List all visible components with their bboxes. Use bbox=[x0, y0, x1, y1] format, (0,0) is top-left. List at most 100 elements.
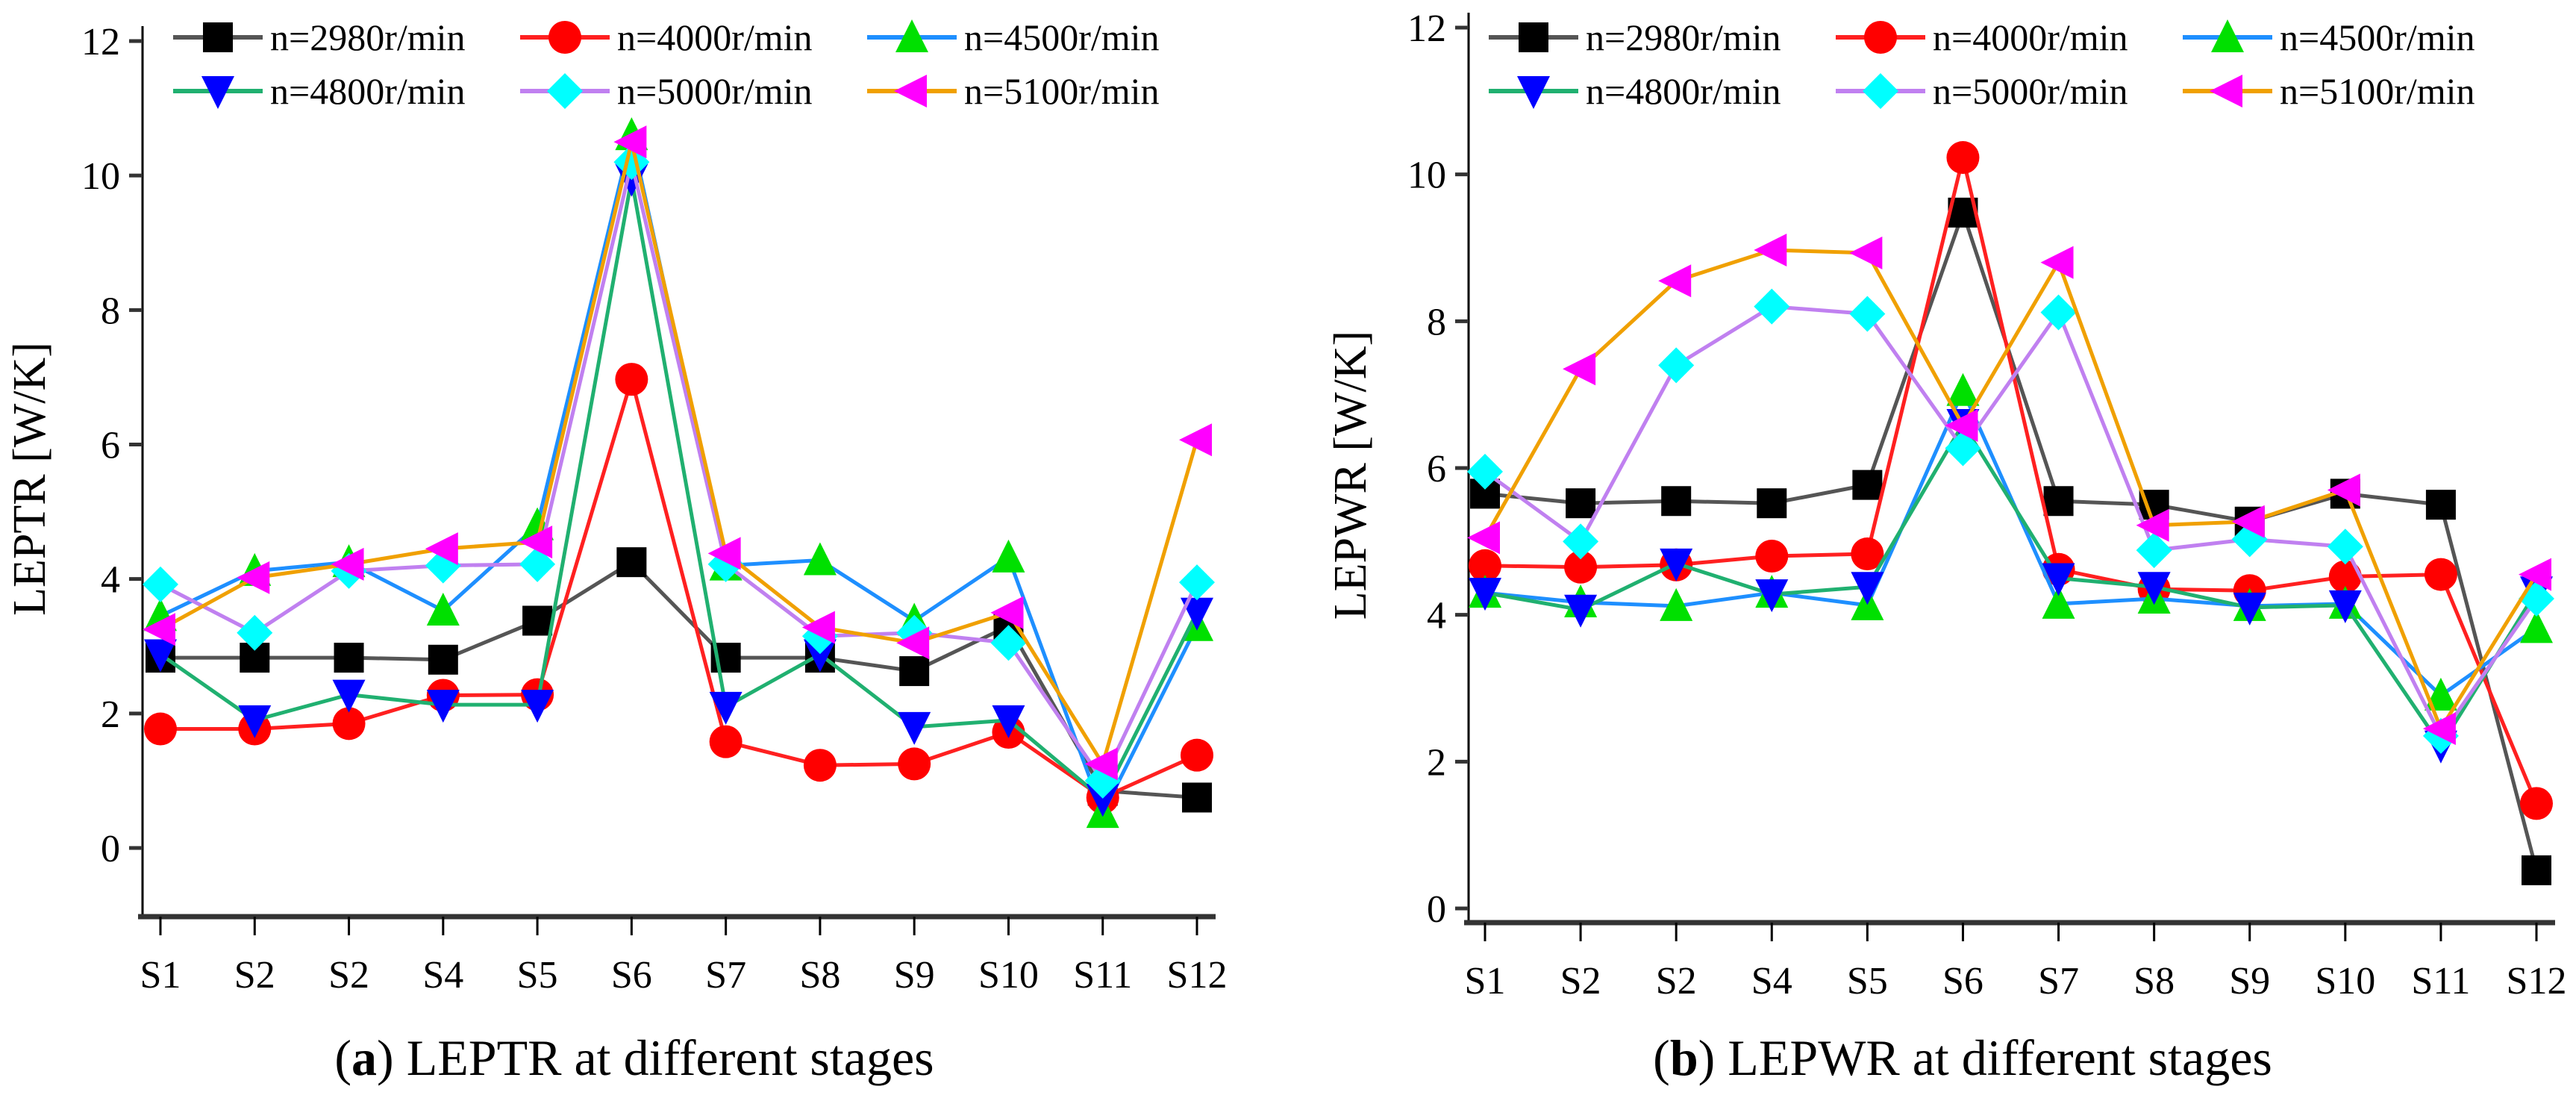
data-point bbox=[1182, 782, 1212, 813]
data-point bbox=[2136, 508, 2169, 542]
y-tick-label: 4 bbox=[101, 559, 120, 602]
data-point bbox=[2233, 592, 2266, 626]
y-tick-label: 8 bbox=[1427, 301, 1446, 343]
legend-item: n=4000r/min bbox=[1836, 16, 2128, 58]
y-axis-label: LEPWR [W/K] bbox=[1325, 331, 1376, 620]
x-tick-label: S7 bbox=[705, 954, 746, 997]
legend-item: n=5000r/min bbox=[1836, 70, 2128, 112]
series-line bbox=[159, 177, 1199, 801]
caption-open: ( bbox=[334, 1029, 351, 1086]
data-point bbox=[1852, 470, 1883, 500]
data-point bbox=[899, 656, 930, 687]
legend-marker bbox=[547, 73, 583, 109]
series-n=4500r/min bbox=[1469, 372, 2553, 711]
data-point bbox=[1945, 408, 1978, 442]
data-point bbox=[1181, 597, 1213, 631]
data-point bbox=[2043, 486, 2074, 517]
data-point bbox=[1946, 141, 1980, 175]
data-point bbox=[992, 705, 1025, 738]
data-point bbox=[1566, 488, 1596, 519]
legend-label: n=4000r/min bbox=[617, 16, 813, 58]
legend-label: n=4800r/min bbox=[270, 70, 466, 112]
data-point bbox=[1084, 747, 1118, 781]
data-point bbox=[1849, 236, 1883, 269]
x-tick-label: S8 bbox=[2133, 960, 2175, 1002]
data-point bbox=[426, 593, 460, 626]
data-point bbox=[2328, 560, 2362, 593]
data-point bbox=[2328, 590, 2362, 623]
data-point bbox=[2040, 294, 2077, 331]
data-point bbox=[709, 725, 743, 758]
series-n=4800r/min bbox=[1469, 409, 2553, 764]
legend-item: n=5100r/min bbox=[2183, 70, 2475, 112]
caption-letter: b bbox=[1670, 1029, 1698, 1086]
legend-item: n=2980r/min bbox=[1489, 16, 1781, 58]
data-point bbox=[1467, 521, 1500, 555]
legend-marker bbox=[1863, 73, 1898, 109]
x-tick-label: S6 bbox=[1942, 960, 1983, 1002]
series-line bbox=[1484, 155, 2539, 805]
x-tick-label: S6 bbox=[611, 954, 652, 997]
legend-label: n=4000r/min bbox=[1933, 16, 2128, 58]
data-point bbox=[1755, 540, 1789, 573]
data-point bbox=[2522, 855, 2551, 885]
data-point bbox=[709, 691, 743, 725]
caption-open: ( bbox=[1653, 1029, 1670, 1086]
caption-letter: a bbox=[351, 1029, 377, 1086]
legend-label: n=4800r/min bbox=[1586, 70, 1781, 112]
series-n=5100r/min bbox=[1467, 233, 2551, 746]
x-tick-label: S12 bbox=[2507, 960, 2567, 1002]
x-tick-label: S5 bbox=[1847, 960, 1888, 1002]
data-point bbox=[332, 707, 366, 740]
x-tick-label: S1 bbox=[140, 954, 181, 997]
legend-item: n=5000r/min bbox=[520, 70, 813, 112]
data-point bbox=[1851, 537, 1884, 571]
data-point bbox=[2042, 585, 2075, 619]
x-tick-label: S1 bbox=[1465, 960, 1506, 1002]
y-tick-label: 2 bbox=[1427, 741, 1446, 784]
data-point bbox=[1179, 564, 1215, 601]
data-point bbox=[1660, 587, 1693, 621]
series-line bbox=[1484, 305, 2539, 738]
legend-item: n=5100r/min bbox=[867, 70, 1160, 112]
data-point bbox=[1658, 347, 1695, 384]
data-point bbox=[1563, 352, 1596, 386]
data-point bbox=[1564, 550, 1598, 584]
data-point bbox=[428, 644, 458, 675]
data-point bbox=[803, 749, 837, 782]
y-tick-label: 2 bbox=[101, 693, 120, 736]
legend-item: n=4000r/min bbox=[520, 16, 813, 58]
caption-text: LEPTR at different stages bbox=[394, 1029, 934, 1086]
series-line bbox=[159, 140, 1199, 766]
x-tick-label: S2 bbox=[328, 954, 369, 997]
y-tick-label: 10 bbox=[1407, 155, 1446, 197]
caption: (a) LEPTR at different stages bbox=[334, 1029, 934, 1086]
data-point bbox=[1564, 594, 1598, 628]
legend-marker bbox=[2210, 75, 2242, 107]
x-tick-label: S10 bbox=[978, 954, 1039, 997]
data-point bbox=[1946, 372, 1980, 406]
y-tick-label: 12 bbox=[1407, 7, 1446, 50]
data-point bbox=[1757, 488, 1787, 519]
data-point bbox=[1661, 486, 1692, 517]
data-point bbox=[2136, 532, 2172, 569]
caption: (b) LEPWR at different stages bbox=[1653, 1029, 2272, 1086]
data-point bbox=[1563, 523, 1599, 560]
data-point bbox=[522, 605, 553, 636]
data-point bbox=[2327, 528, 2363, 565]
x-tick-label: S11 bbox=[2411, 960, 2470, 1002]
legend-item: n=4500r/min bbox=[867, 16, 1160, 58]
series-line bbox=[1484, 389, 2538, 698]
legend-marker bbox=[203, 22, 233, 52]
data-point bbox=[1084, 762, 1121, 799]
data-point bbox=[519, 526, 553, 559]
data-point bbox=[331, 547, 364, 581]
data-point bbox=[2137, 572, 2171, 605]
legend-label: n=5000r/min bbox=[617, 70, 813, 112]
y-tick-label: 0 bbox=[1427, 888, 1446, 931]
data-point bbox=[616, 547, 647, 578]
data-point bbox=[990, 596, 1024, 629]
legend-marker bbox=[1864, 21, 1897, 54]
data-point bbox=[237, 561, 270, 594]
chart-a: 0 2 4 6 8 10 12 S1 S2 S2 S4 S5 S6 S7 S8 S9 S10 S11 S12 LEPT… bbox=[4, 16, 1227, 1086]
